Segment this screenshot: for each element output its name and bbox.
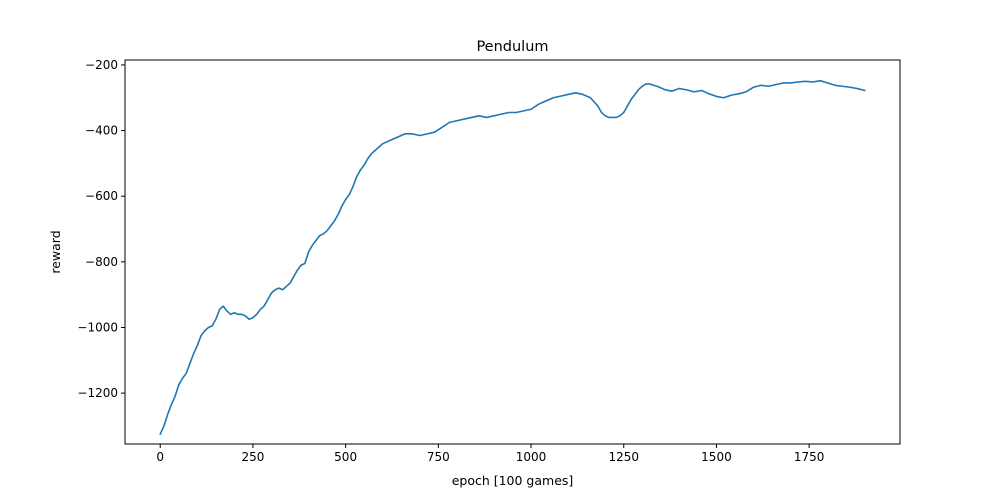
x-tick-label: 250 [241,450,264,464]
x-axis-label: epoch [100 games] [452,473,574,488]
x-tick-label: 1250 [608,450,639,464]
x-tick-label: 750 [427,450,450,464]
plot-frame [124,59,901,445]
y-tick-label: −600 [85,189,118,203]
y-axis: −1200 −1000 −800 −600 −400 −200 [77,58,125,400]
x-tick-label: 500 [334,450,357,464]
y-tick-label: −1000 [77,320,118,334]
chart-title: Pendulum [476,39,548,55]
y-tick-label: −1200 [77,386,118,400]
x-tick-label: 1500 [701,450,732,464]
x-axis: 0 250 500 750 1000 1250 1500 1750 [156,444,824,464]
x-tick-label: 0 [156,450,164,464]
y-axis-label: reward [48,230,63,273]
x-tick-label: 1750 [794,450,825,464]
y-tick-label: −400 [85,124,118,138]
chart-marks [159,79,866,435]
x-tick-label: 1000 [516,450,547,464]
y-tick-label: −800 [85,255,118,269]
y-tick-label: −200 [85,58,118,72]
series-line-0 [159,79,866,435]
